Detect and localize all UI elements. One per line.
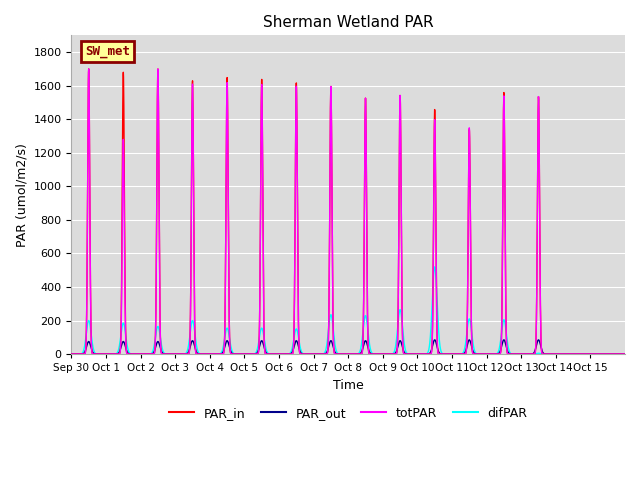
PAR_in [621,351,629,357]
PAR_in [468,344,476,350]
PAR_out [615,351,623,357]
difPAR [181,351,189,357]
Text: SW_met: SW_met [85,45,131,58]
PAR_in [181,351,189,357]
totPAR [504,350,511,356]
Line: PAR_out: PAR_out [72,340,625,354]
Title: Sherman Wetland PAR: Sherman Wetland PAR [263,15,433,30]
totPAR [537,314,545,320]
PAR_in [615,351,623,357]
PAR_out [181,351,189,357]
totPAR [85,66,93,72]
PAR_out [419,351,427,357]
Line: difPAR: difPAR [72,267,625,354]
difPAR [431,264,438,270]
PAR_out [68,351,76,357]
Legend: PAR_in, PAR_out, totPAR, difPAR: PAR_in, PAR_out, totPAR, difPAR [164,402,532,425]
X-axis label: Time: Time [333,379,364,392]
PAR_out [468,345,476,350]
totPAR [419,351,427,357]
difPAR [68,351,76,357]
PAR_out [621,351,629,357]
Line: totPAR: totPAR [72,69,625,354]
totPAR [615,351,623,357]
difPAR [537,350,545,356]
PAR_out [537,342,545,348]
totPAR [621,351,629,357]
PAR_in [85,66,93,72]
difPAR [504,338,511,344]
Y-axis label: PAR (umol/m2/s): PAR (umol/m2/s) [15,143,28,247]
PAR_in [419,351,427,357]
Line: PAR_in: PAR_in [72,69,625,354]
PAR_out [503,347,511,353]
PAR_in [537,314,545,320]
totPAR [468,344,476,349]
totPAR [181,351,189,357]
difPAR [615,351,623,357]
difPAR [468,333,476,338]
PAR_in [504,350,511,356]
difPAR [419,351,427,357]
PAR_in [68,351,76,357]
PAR_out [534,337,542,343]
totPAR [68,351,76,357]
difPAR [621,351,629,357]
